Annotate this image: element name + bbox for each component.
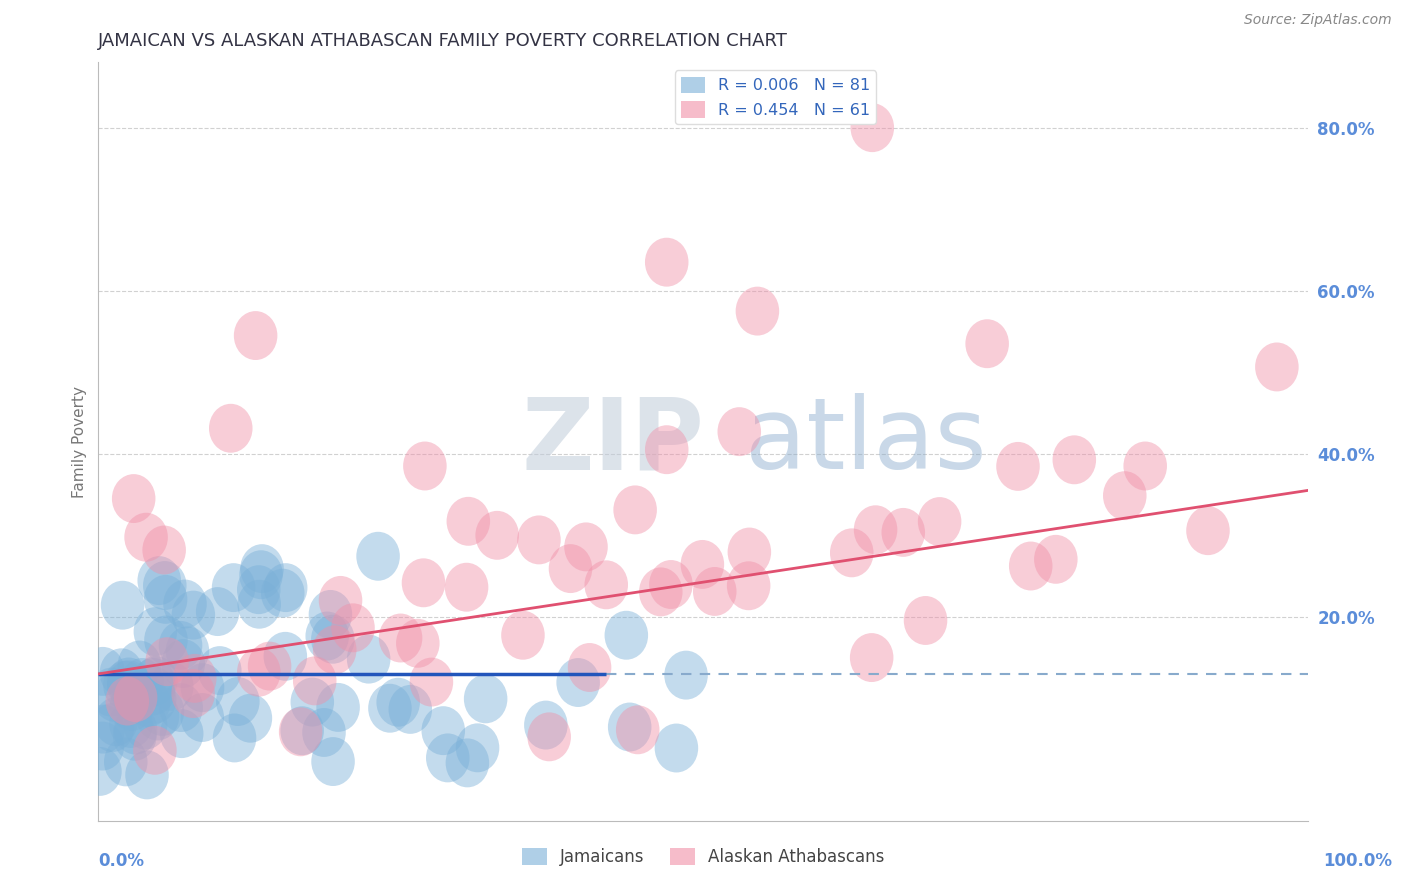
Legend: Jamaicans, Alaskan Athabascans: Jamaicans, Alaskan Athabascans (515, 841, 891, 873)
Text: atlas: atlas (745, 393, 987, 490)
Text: Source: ZipAtlas.com: Source: ZipAtlas.com (1244, 13, 1392, 28)
Text: ZIP: ZIP (522, 393, 704, 490)
Text: JAMAICAN VS ALASKAN ATHABASCAN FAMILY POVERTY CORRELATION CHART: JAMAICAN VS ALASKAN ATHABASCAN FAMILY PO… (98, 32, 789, 50)
Y-axis label: Family Poverty: Family Poverty (72, 385, 87, 498)
Text: 0.0%: 0.0% (98, 852, 145, 870)
Text: 100.0%: 100.0% (1323, 852, 1392, 870)
